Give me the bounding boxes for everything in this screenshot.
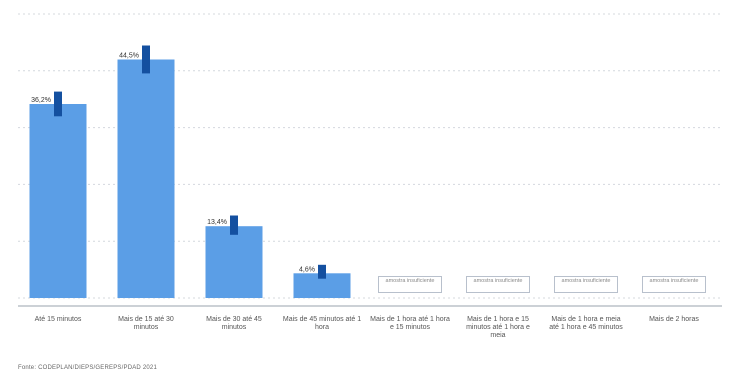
category-label: Mais de 2 horas	[649, 316, 699, 323]
category-label: Mais de 45 minutos até 1 hora	[282, 316, 362, 331]
insufficient-sample-box: amostra insuficiente	[642, 276, 706, 293]
error-bar	[318, 264, 326, 279]
insufficient-sample-box: amostra insuficiente	[378, 276, 442, 293]
source-note: Fonte: CODEPLAN/DIEPS/GEREPS/PDAD 2021	[18, 365, 157, 371]
category-label: Mais de 15 até 30 minutos	[118, 316, 174, 331]
bar	[29, 104, 87, 298]
category-label: Até 15 minutos	[34, 316, 82, 323]
data-label: 44,5%	[119, 53, 139, 60]
insufficient-sample-box: amostra insuficiente	[466, 276, 530, 293]
error-bar	[142, 45, 150, 74]
category-label: Mais de 1 hora até 1 hora e 15 minutos	[370, 316, 450, 331]
data-label: 13,4%	[207, 219, 227, 226]
insufficient-sample-box: amostra insuficiente	[554, 276, 618, 293]
error-bar	[230, 215, 238, 235]
category-label: Mais de 1 hora e meia até 1 hora e 45 mi…	[549, 316, 623, 331]
bar	[205, 226, 263, 298]
data-label: 4,6%	[299, 266, 315, 273]
error-bar	[54, 91, 62, 117]
category-label: Mais de 30 até 45 minutos	[206, 316, 262, 331]
bar	[117, 59, 175, 298]
category-label: Mais de 1 hora e 15 minutos até 1 hora e…	[466, 316, 530, 339]
data-label: 36,2%	[31, 97, 51, 104]
